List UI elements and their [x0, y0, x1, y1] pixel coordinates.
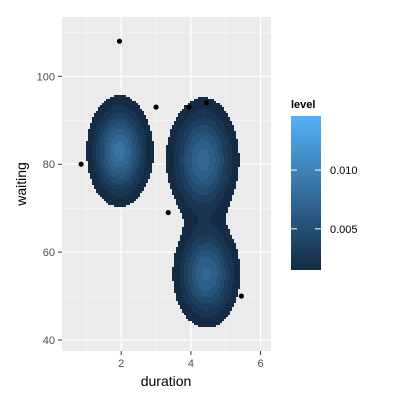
y-axis-title: waiting: [13, 162, 29, 207]
data-point: [153, 104, 159, 110]
x-tick-label: 2: [118, 358, 124, 370]
x-tick-label: 6: [257, 358, 263, 370]
y-tick-label: 60: [43, 247, 55, 259]
scatter-points: [78, 38, 244, 299]
y-tick-label: 100: [37, 71, 55, 83]
y-axis: 40 60 80 100: [37, 71, 62, 347]
x-axis-title: duration: [141, 373, 192, 389]
legend: level 0.005 0.010: [291, 99, 358, 270]
data-point: [203, 100, 210, 106]
y-tick-label: 40: [43, 335, 55, 347]
data-point: [165, 209, 171, 216]
legend-label: 0.005: [330, 224, 358, 236]
data-point: [78, 161, 84, 167]
density-band: [114, 141, 126, 161]
legend-colorbar: [291, 116, 321, 270]
data-point: [116, 38, 123, 44]
y-tick-label: 80: [43, 159, 55, 171]
legend-title: level: [291, 99, 315, 111]
x-tick-label: 4: [188, 358, 194, 370]
legend-ticks: 0.005 0.010: [291, 165, 358, 236]
density-contours: [86, 95, 240, 327]
x-axis: 2 4 6: [118, 351, 264, 370]
legend-label: 0.010: [330, 165, 358, 177]
data-point: [186, 104, 192, 110]
data-point: [238, 293, 244, 299]
